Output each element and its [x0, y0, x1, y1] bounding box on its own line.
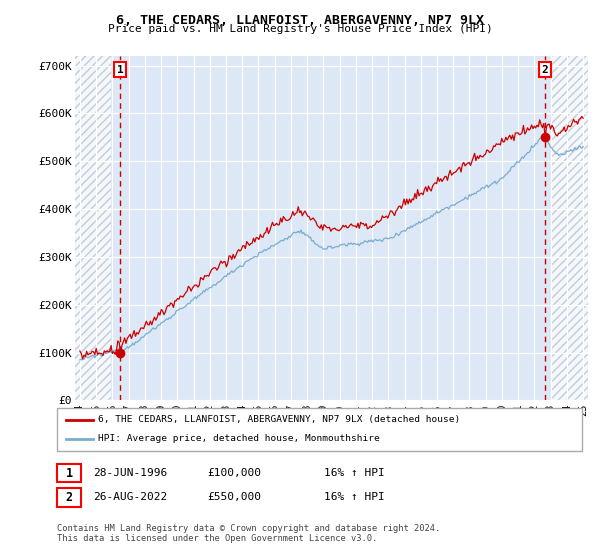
- Text: 6, THE CEDARS, LLANFOIST, ABERGAVENNY, NP7 9LX: 6, THE CEDARS, LLANFOIST, ABERGAVENNY, N…: [116, 14, 484, 27]
- Text: 16% ↑ HPI: 16% ↑ HPI: [324, 492, 385, 502]
- Text: 6, THE CEDARS, LLANFOIST, ABERGAVENNY, NP7 9LX (detached house): 6, THE CEDARS, LLANFOIST, ABERGAVENNY, N…: [98, 416, 460, 424]
- Text: 26-AUG-2022: 26-AUG-2022: [93, 492, 167, 502]
- Bar: [72, 56, 111, 400]
- Text: 1: 1: [65, 466, 73, 480]
- Text: Price paid vs. HM Land Registry's House Price Index (HPI): Price paid vs. HM Land Registry's House …: [107, 24, 493, 34]
- Text: 1: 1: [117, 64, 124, 74]
- Text: 28-JUN-1996: 28-JUN-1996: [93, 468, 167, 478]
- Text: £550,000: £550,000: [207, 492, 261, 502]
- Text: Contains HM Land Registry data © Crown copyright and database right 2024.
This d: Contains HM Land Registry data © Crown c…: [57, 524, 440, 543]
- Text: 2: 2: [65, 491, 73, 504]
- Bar: [552, 56, 591, 400]
- Text: 16% ↑ HPI: 16% ↑ HPI: [324, 468, 385, 478]
- Text: 2: 2: [542, 64, 548, 74]
- Text: £100,000: £100,000: [207, 468, 261, 478]
- Text: HPI: Average price, detached house, Monmouthshire: HPI: Average price, detached house, Monm…: [98, 434, 380, 443]
